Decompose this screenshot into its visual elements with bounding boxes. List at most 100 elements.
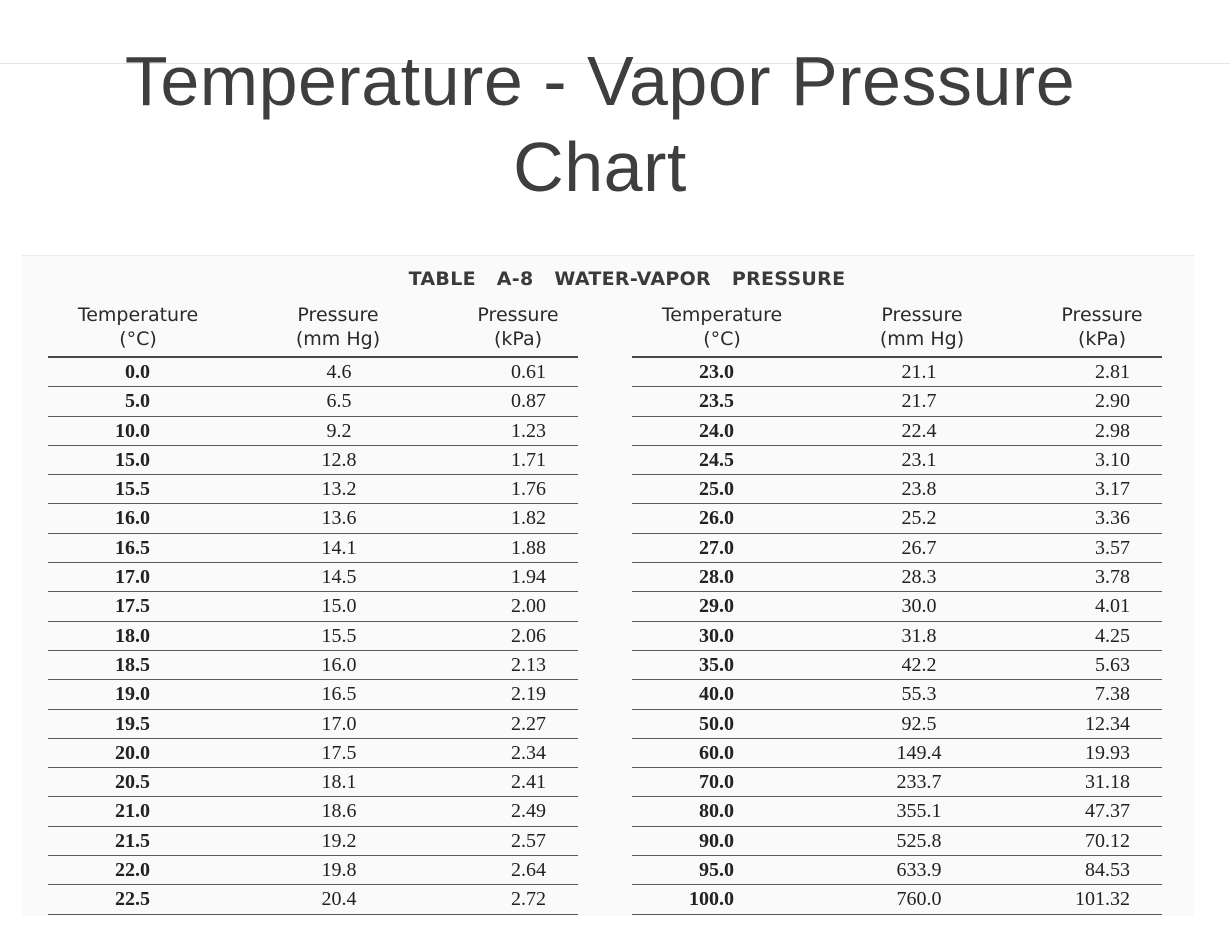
cell-pressure-kpa: 2.49 [511, 800, 546, 823]
cell-pressure-kpa: 3.78 [1095, 566, 1130, 589]
page-title-line-2: Chart [513, 128, 687, 206]
cell-pressure-kpa: 5.63 [1095, 653, 1130, 676]
cell-temperature: 25.0 [699, 478, 734, 501]
cell-temperature: 0.0 [125, 361, 150, 383]
cell-pressure-kpa: 2.81 [1095, 361, 1130, 383]
cell-pressure-kpa: 4.01 [1095, 595, 1130, 618]
cell-pressure-kpa: 31.18 [1085, 771, 1130, 794]
cell-pressure-mmhg: 4.6 [326, 361, 352, 383]
cell-temperature: 80.0 [699, 800, 734, 823]
cell-pressure-kpa: 101.32 [1075, 888, 1130, 911]
cell-temperature: 27.0 [699, 536, 734, 559]
cell-pressure-kpa: 1.82 [511, 507, 546, 530]
table-row: 18.5 16.0 2.13 [48, 651, 578, 681]
cell-pressure-mmhg: 55.3 [901, 683, 937, 706]
table-row: 23.0 21.1 2.81 [632, 358, 1162, 388]
cell-pressure-mmhg: 30.0 [901, 595, 937, 618]
cell-pressure-mmhg: 19.8 [321, 859, 357, 882]
table-row: 17.5 15.0 2.00 [48, 592, 578, 622]
cell-pressure-kpa: 2.90 [1095, 390, 1130, 413]
cell-pressure-kpa: 3.36 [1095, 507, 1130, 530]
cell-pressure-mmhg: 21.1 [901, 361, 937, 383]
cell-pressure-kpa: 2.34 [511, 741, 546, 764]
table-row: 16.0 13.6 1.82 [48, 504, 578, 534]
cell-pressure-kpa: 0.61 [511, 361, 546, 383]
cell-pressure-mmhg: 15.0 [321, 595, 357, 618]
cell-temperature: 18.0 [115, 624, 150, 647]
cell-temperature: 17.5 [115, 595, 150, 618]
cell-pressure-mmhg: 14.5 [321, 566, 357, 589]
cell-pressure-mmhg: 23.1 [901, 448, 937, 471]
cell-temperature: 16.5 [115, 536, 150, 559]
cell-pressure-kpa: 47.37 [1085, 800, 1130, 823]
cell-pressure-mmhg: 18.6 [321, 800, 357, 823]
cell-pressure-kpa: 84.53 [1085, 859, 1130, 882]
table-row: 17.0 14.5 1.94 [48, 563, 578, 593]
table-row: 30.0 31.8 4.25 [632, 622, 1162, 651]
cell-pressure-kpa: 1.94 [511, 566, 546, 589]
cell-temperature: 16.0 [115, 507, 150, 530]
cell-pressure-mmhg: 9.2 [326, 419, 352, 442]
cell-pressure-kpa: 1.71 [511, 448, 546, 471]
table-row: 40.0 55.3 7.38 [632, 680, 1162, 710]
cell-pressure-mmhg: 28.3 [901, 566, 937, 589]
cell-pressure-mmhg: 14.1 [321, 536, 357, 559]
cell-temperature: 15.5 [115, 478, 150, 501]
table-left-half: Temperature (°C) Pressure (mm Hg) Pressu… [48, 303, 578, 915]
cell-pressure-mmhg: 21.7 [901, 390, 937, 413]
cell-pressure-mmhg: 18.1 [321, 771, 357, 794]
page-title: Temperature - Vapor Pressure [124, 42, 1076, 120]
cell-pressure-mmhg: 92.5 [901, 712, 937, 735]
cell-temperature: 22.5 [115, 888, 150, 911]
cell-pressure-mmhg: 22.4 [901, 419, 937, 442]
table-row: 20.0 17.5 2.34 [48, 739, 578, 769]
cell-temperature: 100.0 [689, 888, 734, 911]
cell-temperature: 24.0 [699, 419, 734, 442]
cell-temperature: 40.0 [699, 683, 734, 706]
cell-temperature: 23.5 [699, 390, 734, 413]
header-temperature: Temperature (°C) [661, 304, 783, 350]
header-pressure-kpa: Pressure (kPa) [477, 304, 559, 350]
table-row: 19.0 16.5 2.19 [48, 680, 578, 710]
table-row: 27.0 26.7 3.57 [632, 534, 1162, 564]
cell-temperature: 60.0 [699, 741, 734, 764]
cell-pressure-mmhg: 20.4 [321, 888, 357, 911]
cell-temperature: 29.0 [699, 595, 734, 618]
cell-pressure-kpa: 0.87 [511, 390, 546, 413]
cell-pressure-kpa: 7.38 [1095, 683, 1130, 706]
table-row: 24.5 23.1 3.10 [632, 446, 1162, 476]
cell-temperature: 15.0 [115, 448, 150, 471]
cell-temperature: 20.5 [115, 771, 150, 794]
cell-pressure-mmhg: 760.0 [896, 888, 942, 911]
table-row: 50.0 92.5 12.34 [632, 710, 1162, 739]
table-row: 90.0 525.8 70.12 [632, 827, 1162, 857]
cell-pressure-mmhg: 149.4 [896, 741, 942, 764]
cell-pressure-kpa: 2.72 [511, 888, 546, 911]
table-row: 28.0 28.3 3.78 [632, 563, 1162, 593]
scan-artifact-line [0, 63, 1230, 64]
cell-temperature: 26.0 [699, 507, 734, 530]
cell-pressure-mmhg: 26.7 [901, 536, 937, 559]
table-row: 70.0 233.7 31.18 [632, 768, 1162, 798]
cell-pressure-mmhg: 13.2 [321, 478, 357, 501]
table-row: 100.0 760.0 101.32 [632, 885, 1162, 915]
table-row: 24.0 22.4 2.98 [632, 417, 1162, 446]
table-body-right: 23.0 21.1 2.81 23.5 21.7 2.90 24.0 22.4 2.98 24.5… [632, 358, 1162, 915]
cell-pressure-mmhg: 42.2 [901, 653, 937, 676]
cell-pressure-kpa: 12.34 [1085, 712, 1130, 735]
cell-pressure-mmhg: 31.8 [901, 624, 937, 647]
table-row: 5.0 6.5 0.87 [48, 387, 578, 417]
cell-pressure-mmhg: 233.7 [896, 771, 942, 794]
cell-temperature: 19.0 [115, 683, 150, 706]
cell-temperature: 95.0 [699, 859, 734, 882]
cell-pressure-mmhg: 19.2 [321, 829, 357, 852]
cell-pressure-mmhg: 16.0 [321, 653, 357, 676]
cell-temperature: 35.0 [699, 653, 734, 676]
cell-temperature: 10.0 [115, 419, 150, 442]
table-right-half: Temperature (°C) Pressure (mm Hg) Pressu… [632, 303, 1162, 915]
table-header: Temperature (°C) Pressure (mm Hg) Pressu… [632, 303, 1162, 358]
cell-pressure-kpa: 3.57 [1095, 536, 1130, 559]
cell-pressure-kpa: 19.93 [1085, 741, 1130, 764]
cell-pressure-mmhg: 17.5 [321, 741, 357, 764]
table-row: 19.5 17.0 2.27 [48, 710, 578, 739]
